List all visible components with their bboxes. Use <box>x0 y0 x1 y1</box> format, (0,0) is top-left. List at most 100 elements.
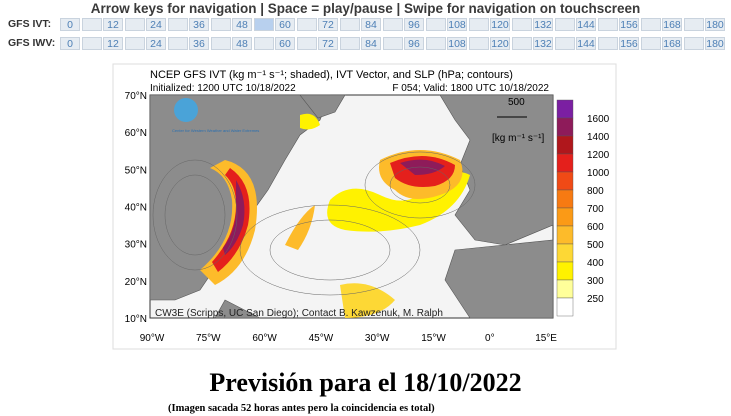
credit: CW3E (Scripps, UC San Diego); Contact B.… <box>155 308 443 319</box>
hour-button[interactable]: 36 <box>189 18 209 31</box>
hour-button[interactable]: 96 <box>404 37 424 50</box>
step-button[interactable] <box>339 37 360 50</box>
instructions: Arrow keys for navigation | Space = play… <box>90 1 641 16</box>
step-button[interactable] <box>81 37 102 50</box>
row-label: GFS IWV: <box>8 37 56 49</box>
hour-button[interactable]: 144 <box>576 37 596 50</box>
lon-label: 30°W <box>365 333 390 344</box>
lon-label: 75°W <box>196 333 221 344</box>
footer-note: (Imagen sacada 52 horas antes pero la co… <box>168 403 435 414</box>
hour-button[interactable]: 180 <box>705 18 725 31</box>
colorbar-label: 250 <box>587 294 604 305</box>
step-button[interactable] <box>167 37 188 50</box>
colorbar-swatch <box>556 243 574 263</box>
colorbar-label: 700 <box>587 204 604 215</box>
hour-button[interactable]: 48 <box>232 18 252 31</box>
hour-button[interactable]: 144 <box>576 18 596 31</box>
step-button[interactable] <box>253 37 274 50</box>
step-button[interactable] <box>683 37 704 50</box>
map-title: NCEP GFS IVT (kg m⁻¹ s⁻¹; shaded), IVT V… <box>150 69 513 81</box>
step-button[interactable] <box>468 37 489 50</box>
step-button[interactable] <box>382 37 403 50</box>
step-button[interactable] <box>210 37 231 50</box>
hour-button[interactable]: 72 <box>318 37 338 50</box>
lat-label: 50°N <box>125 165 147 176</box>
hour-button[interactable]: 168 <box>662 18 682 31</box>
lat-label: 10°N <box>125 314 147 325</box>
lat-label: 70°N <box>125 91 147 102</box>
lon-label: 60°W <box>252 333 277 344</box>
step-button[interactable] <box>597 37 618 50</box>
step-button[interactable] <box>167 18 188 31</box>
hour-button[interactable]: 156 <box>619 18 639 31</box>
hour-button[interactable]: 36 <box>189 37 209 50</box>
map-valid: F 054; Valid: 1800 UTC 10/18/2022 <box>392 83 549 94</box>
hour-button[interactable]: 48 <box>232 37 252 50</box>
step-button[interactable] <box>511 18 532 31</box>
colorbar-swatch <box>556 171 574 191</box>
step-button[interactable] <box>81 18 102 31</box>
hour-button[interactable]: 156 <box>619 37 639 50</box>
hour-button[interactable]: 12 <box>103 18 123 31</box>
colorbar-swatch <box>556 117 574 137</box>
hour-button[interactable]: 12 <box>103 37 123 50</box>
colorbar-label: 1000 <box>587 168 610 179</box>
step-button[interactable] <box>382 18 403 31</box>
step-button[interactable] <box>296 18 317 31</box>
step-button[interactable] <box>597 18 618 31</box>
hour-button[interactable]: 132 <box>533 37 553 50</box>
lon-label: 45°W <box>309 333 334 344</box>
hour-button[interactable]: 84 <box>361 37 381 50</box>
lon-label: 15°W <box>421 333 446 344</box>
colorbar-swatch <box>556 189 574 209</box>
step-button[interactable] <box>425 18 446 31</box>
colorbar-label: 600 <box>587 222 604 233</box>
hour-button[interactable]: 180 <box>705 37 725 50</box>
footer-title: Previsión para el 18/10/2022 <box>209 368 522 397</box>
hour-button[interactable]: 60 <box>275 18 295 31</box>
hour-button[interactable]: 132 <box>533 18 553 31</box>
step-button[interactable] <box>253 18 274 31</box>
hour-button[interactable]: 120 <box>490 37 510 50</box>
step-button[interactable] <box>554 37 575 50</box>
hour-button[interactable]: 72 <box>318 18 338 31</box>
lat-label: 20°N <box>125 277 147 288</box>
hour-button[interactable]: 108 <box>447 37 467 50</box>
colorbar-label: 500 <box>587 240 604 251</box>
hour-button[interactable]: 168 <box>662 37 682 50</box>
step-button[interactable] <box>554 18 575 31</box>
step-button[interactable] <box>296 37 317 50</box>
hour-button[interactable]: 120 <box>490 18 510 31</box>
step-button[interactable] <box>511 37 532 50</box>
step-button[interactable] <box>683 18 704 31</box>
colorbar-swatch <box>556 297 574 317</box>
hour-button[interactable]: 0 <box>60 18 80 31</box>
step-button[interactable] <box>468 18 489 31</box>
lat-label: 40°N <box>125 203 147 214</box>
colorbar-label: 800 <box>587 186 604 197</box>
hour-button[interactable]: 24 <box>146 18 166 31</box>
step-button[interactable] <box>210 18 231 31</box>
hour-button[interactable]: 84 <box>361 18 381 31</box>
hour-button[interactable]: 24 <box>146 37 166 50</box>
hour-button[interactable]: 0 <box>60 37 80 50</box>
colorbar-label: 1200 <box>587 150 610 161</box>
step-button[interactable] <box>640 18 661 31</box>
map-initialized: Initialized: 1200 UTC 10/18/2022 <box>150 83 296 94</box>
step-button[interactable] <box>640 37 661 50</box>
colorbar-swatch <box>556 99 574 119</box>
hour-button[interactable]: 60 <box>275 37 295 50</box>
step-button[interactable] <box>425 37 446 50</box>
step-button[interactable] <box>124 18 145 31</box>
hour-button[interactable]: 108 <box>447 18 467 31</box>
step-button[interactable] <box>124 37 145 50</box>
hour-button[interactable]: 96 <box>404 18 424 31</box>
slp-contours <box>152 151 476 296</box>
colorbar-swatch <box>556 225 574 245</box>
lon-label: 0° <box>485 333 495 344</box>
colorbar-label: 300 <box>587 276 604 287</box>
step-button[interactable] <box>339 18 360 31</box>
colorbar-swatch <box>556 261 574 281</box>
